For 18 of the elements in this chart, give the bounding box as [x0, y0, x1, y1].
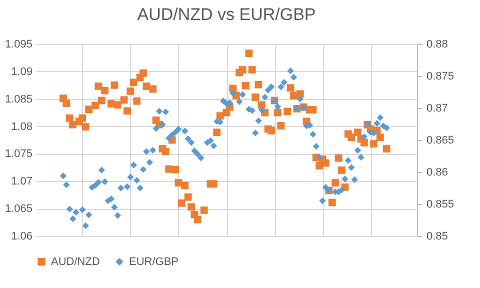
y2-tick-label: 0.865: [426, 134, 454, 146]
y2-tick-label: 0.86: [426, 166, 448, 178]
y2-tick-label: 0.85: [426, 230, 448, 242]
y2-tick-label: 0.875: [426, 70, 454, 82]
y2-tick-label: 0.88: [426, 38, 448, 50]
legend-label: AUD/NZD: [51, 256, 100, 268]
y-tick-label: 1.075: [4, 148, 32, 160]
y-tick-label: 1.08: [11, 120, 32, 133]
y-tick-label: 1.095: [4, 38, 32, 50]
y2-tick-label: 0.855: [426, 198, 454, 210]
y-tick-label: 1.065: [4, 203, 32, 216]
legend-label: EUR/GBP: [129, 256, 179, 268]
y-tick-label: 1.085: [4, 93, 32, 106]
y-tick-label: 1.09: [11, 66, 32, 78]
y-tick-label: 1.07: [11, 176, 32, 188]
chart-title: AUD/NZD vs EUR/GBP: [137, 5, 316, 24]
y-tick-label: 1.06: [11, 230, 32, 242]
y2-tick-label: 0.87: [426, 102, 448, 114]
